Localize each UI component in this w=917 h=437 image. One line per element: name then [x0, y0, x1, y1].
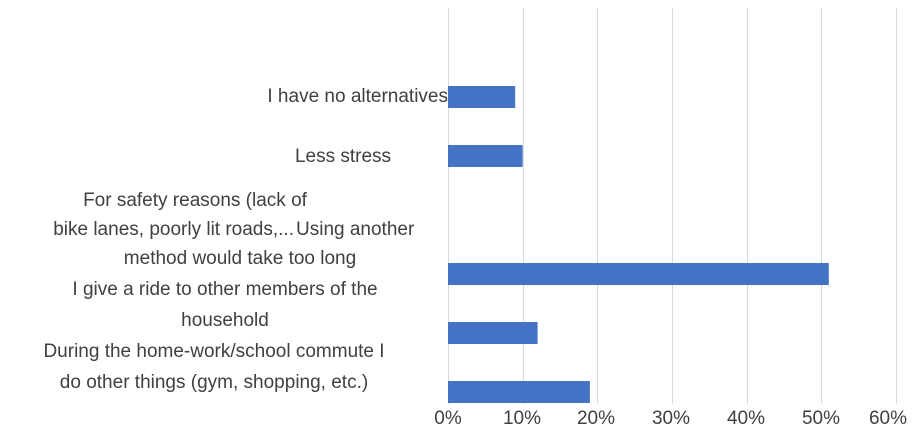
category-label-line: Using another [296, 219, 415, 240]
category-label-line: I give a ride to other members of the [72, 279, 378, 300]
category-label-text: I have no alternatives [267, 86, 448, 107]
category-label-line: household [181, 310, 269, 331]
category-label-text: Less stress [294, 146, 392, 167]
x-tick-label: 60% [868, 408, 908, 429]
category-label-no-alternatives: I have no alternatives [230, 84, 448, 109]
category-label-less-stress: Less stress [250, 144, 436, 169]
bars [448, 86, 829, 403]
category-label-safety-reasons-2: bike lanes, poorly lit roads,... [20, 217, 294, 242]
x-tick-label: 10% [502, 408, 542, 429]
bar [448, 381, 590, 403]
gridlines [448, 8, 897, 404]
category-label-commute: During the home-work/school commute I do… [0, 339, 428, 395]
category-label-safety-reasons: For safety reasons (lack of [20, 188, 370, 213]
x-tick-label: 20% [576, 408, 616, 429]
x-tick-label: 40% [726, 408, 766, 429]
x-tick-label: 50% [801, 408, 841, 429]
category-label-line: During the home-work/school commute I [43, 341, 385, 362]
category-label-another-method-2: method would take too long [80, 246, 400, 271]
category-label-give-ride: I give a ride to other members of the ho… [10, 277, 440, 333]
x-tick-label: 0% [434, 408, 462, 429]
category-label-another-method: Using another [296, 217, 444, 242]
category-label-line: bike lanes, poorly lit roads,... [53, 219, 294, 240]
bar [448, 263, 829, 285]
category-label-line: do other things (gym, shopping, etc.) [59, 372, 369, 393]
bar [448, 145, 523, 167]
category-label-line: For safety reasons (lack of [83, 190, 307, 211]
bar [448, 322, 538, 344]
x-tick-label: 30% [651, 408, 691, 429]
bar [448, 86, 516, 108]
category-label-line: method would take too long [123, 248, 357, 269]
